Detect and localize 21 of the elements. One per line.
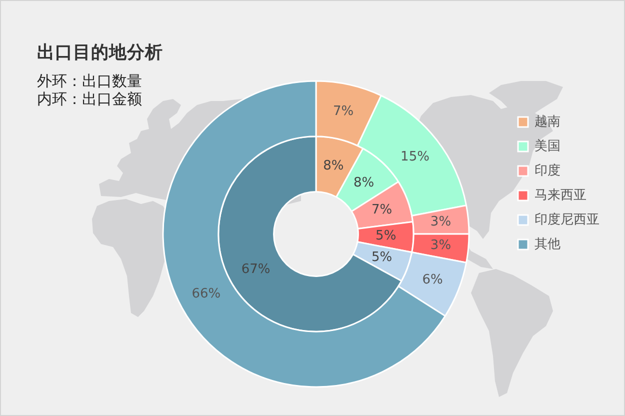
data-label: 5% <box>371 250 392 266</box>
data-label: 5% <box>376 228 396 244</box>
legend-label: 马来西亚 <box>534 188 586 203</box>
data-label: 8% <box>354 175 374 190</box>
legend-label: 印度尼西亚 <box>534 211 600 228</box>
data-label: 3% <box>430 214 452 230</box>
text: 内环：出口金额 <box>37 90 142 108</box>
text: 外环：出口数量 <box>37 72 142 90</box>
data-label: 7% <box>371 202 392 218</box>
data-label: 15% <box>400 150 430 165</box>
legend-label: 美国 <box>534 138 560 154</box>
legend-label: 越南 <box>534 114 560 130</box>
legend-label: 印度 <box>534 162 560 178</box>
data-label: 3% <box>430 238 452 254</box>
data-label: 66% <box>192 286 221 302</box>
data-label: 7% <box>333 104 354 120</box>
data-label: 8% <box>323 158 344 174</box>
data-label: 6% <box>422 272 443 288</box>
chart-title: 出口目的地分析 <box>37 42 163 64</box>
data-label: 67% <box>241 262 270 277</box>
legend-label: 其他 <box>534 236 560 252</box>
